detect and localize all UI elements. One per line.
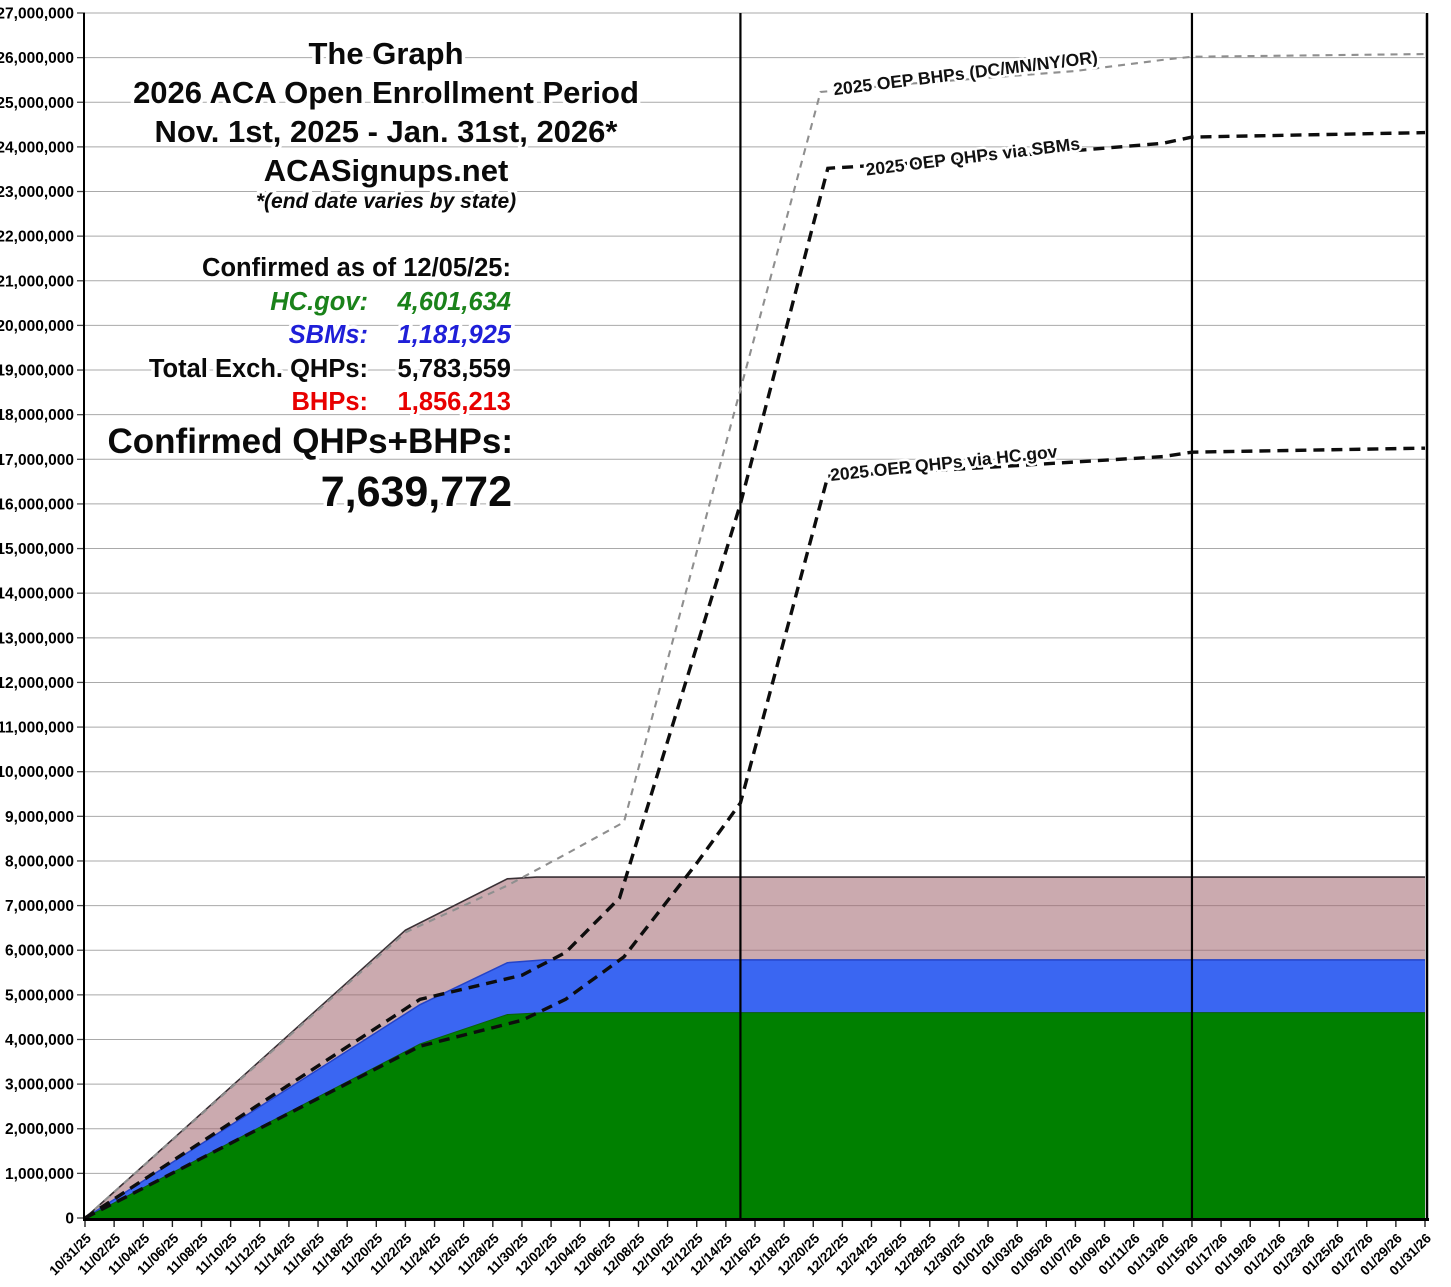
y-tick-label: 21,000,000 xyxy=(0,273,74,290)
y-tick-label: 3,000,000 xyxy=(5,1077,74,1094)
y-tick-label: 13,000,000 xyxy=(0,630,74,647)
chart-plot-layer: 10/31/2511/02/2511/04/2511/06/2511/08/25… xyxy=(0,6,1434,1279)
y-tick-label: 4,000,000 xyxy=(5,1032,74,1049)
y-tick-label: 1,000,000 xyxy=(5,1166,74,1183)
sbm-value: 1,181,925 xyxy=(398,321,512,349)
y-tick-label: 12,000,000 xyxy=(0,675,74,692)
chart-site-name: ACASignups.net xyxy=(264,153,509,188)
y-tick-label: 15,000,000 xyxy=(0,541,74,558)
y-tick-label: 22,000,000 xyxy=(0,229,74,246)
y-tick-label: 11,000,000 xyxy=(0,720,74,737)
y-tick-label: 24,000,000 xyxy=(0,139,74,156)
confirmed-heading: Confirmed as of 12/05/25: xyxy=(202,254,511,282)
y-tick-label: 25,000,000 xyxy=(0,95,74,112)
sbm-label: SBMs: xyxy=(289,321,368,349)
chart-annotations: The Graph 2026 ACA Open Enrollment Perio… xyxy=(104,33,642,520)
chart-title-line3: Nov. 1st, 2025 - Jan. 31st, 2026* xyxy=(155,114,619,149)
y-tick-label: 16,000,000 xyxy=(0,496,74,513)
chart-title-line1: The Graph xyxy=(308,36,463,71)
hcgov-label: HC.gov: xyxy=(270,288,368,316)
y-tick-label: 6,000,000 xyxy=(5,943,74,960)
chart-title-line2: 2026 ACA Open Enrollment Period xyxy=(133,75,639,110)
hcgov-value: 4,601,634 xyxy=(397,288,511,316)
series-line-labels: 2025 OEP BHPs (DC/MN/NY/OR)2025 OEP QHPs… xyxy=(827,44,1102,487)
bhp-value: 1,856,213 xyxy=(398,388,511,416)
y-tick-label: 18,000,000 xyxy=(0,407,74,424)
grand-total-heading: Confirmed QHPs+BHPs: xyxy=(108,422,514,461)
bhp-label: BHPs: xyxy=(291,388,368,416)
y-tick-label: 0 xyxy=(65,1211,74,1228)
y-tick-label: 23,000,000 xyxy=(0,184,74,201)
line-label: 2025 OEP QHPs via SBMs xyxy=(865,133,1082,179)
y-tick-label: 27,000,000 xyxy=(0,6,74,23)
y-tick-label: 19,000,000 xyxy=(0,363,74,380)
y-tick-label: 9,000,000 xyxy=(5,809,74,826)
y-tick-label: 17,000,000 xyxy=(0,452,74,469)
grand-total-value: 7,639,772 xyxy=(321,468,512,516)
y-tick-label: 5,000,000 xyxy=(5,987,74,1004)
y-tick-label: 26,000,000 xyxy=(0,50,74,67)
y-tick-label: 8,000,000 xyxy=(5,853,74,870)
y-tick-label: 10,000,000 xyxy=(0,764,74,781)
total-qhp-value: 5,783,559 xyxy=(398,355,511,383)
y-tick-label: 14,000,000 xyxy=(0,586,74,603)
y-tick-label: 7,000,000 xyxy=(5,898,74,915)
chart-title-footnote: *(end date varies by state) xyxy=(256,190,516,213)
total-qhp-label: Total Exch. QHPs: xyxy=(149,355,368,383)
y-tick-label: 20,000,000 xyxy=(0,318,74,335)
y-tick-label: 2,000,000 xyxy=(5,1121,74,1138)
line-label: 2025 OEP QHPs via HC.gov xyxy=(829,441,1058,485)
